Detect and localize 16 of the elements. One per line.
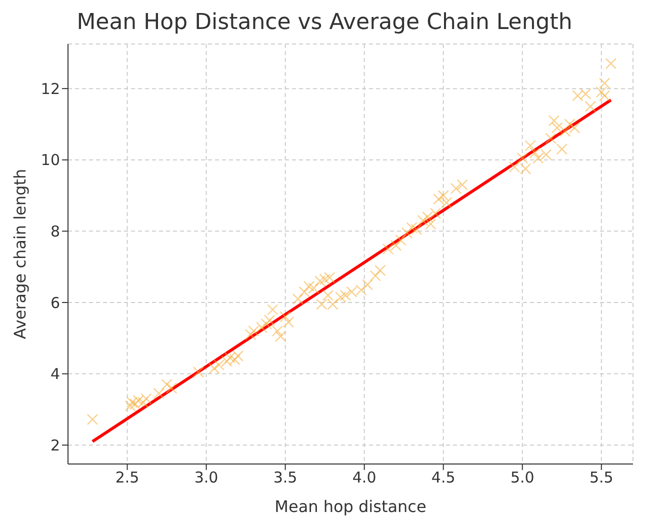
x-tick-label: 5.5 — [589, 468, 614, 487]
x-tick-label: 4.0 — [352, 468, 376, 487]
y-tick-label: 6 — [50, 294, 60, 312]
y-tick-label: 4 — [50, 365, 60, 384]
y-axis-title: Average chain length — [10, 168, 30, 340]
y-tick-label: 10 — [40, 151, 60, 170]
x-tick-label: 2.5 — [115, 468, 140, 487]
x-tick-label: 5.0 — [510, 468, 534, 487]
x-tick-label: 3.5 — [273, 468, 298, 487]
y-tick-label: 2 — [50, 436, 60, 454]
y-tick-label: 8 — [50, 222, 60, 241]
chart-title: Mean Hop Distance vs Average Chain Length — [76, 9, 574, 37]
x-tick-label: 3.0 — [194, 468, 218, 487]
x-tick-label: 4.5 — [431, 468, 456, 487]
y-tick-label: 12 — [40, 80, 60, 98]
x-axis-title: Mean hop distance — [274, 497, 426, 516]
